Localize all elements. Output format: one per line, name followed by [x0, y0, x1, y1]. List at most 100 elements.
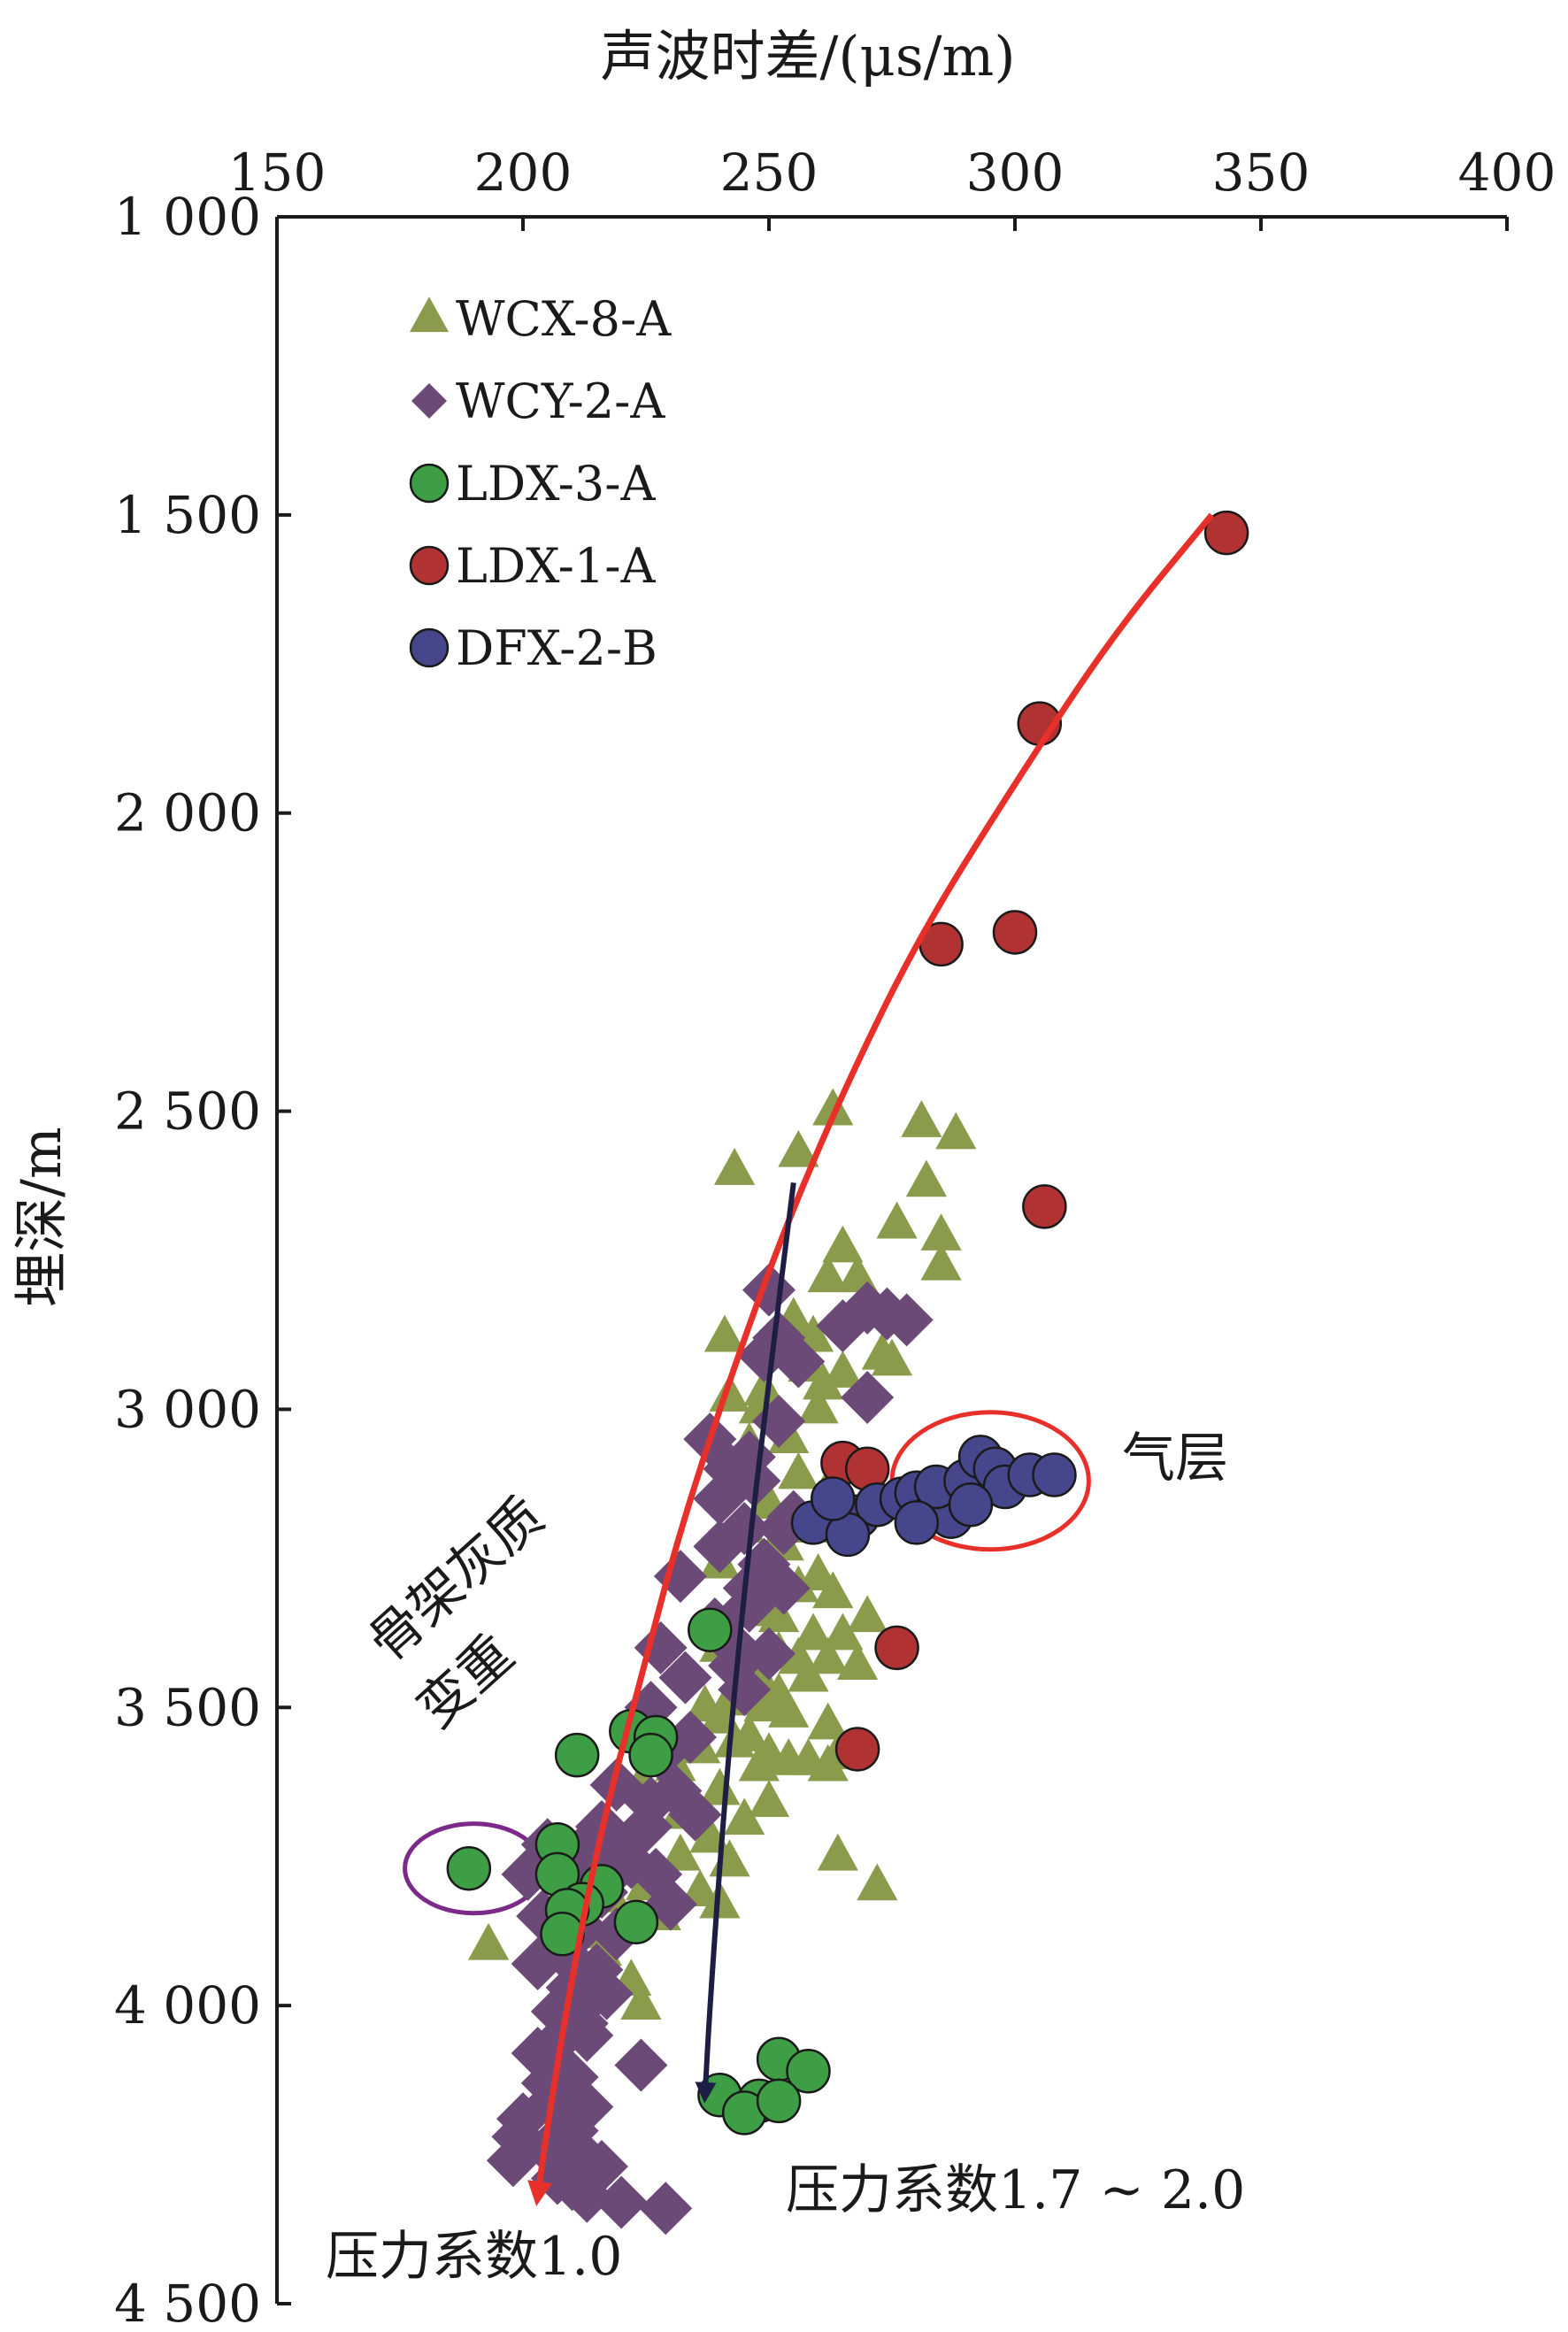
data-point: [920, 1213, 962, 1251]
y-tick-label: 2 000: [114, 783, 261, 843]
data-point: [703, 1314, 746, 1352]
annotation-skeleton-line1: 骨架灰质: [357, 1486, 556, 1674]
data-point: [847, 1595, 888, 1633]
data-point: [876, 1201, 918, 1239]
data-point: [737, 1328, 791, 1382]
data-point: [467, 1922, 510, 1960]
data-point: [639, 2182, 693, 2236]
data-point: [738, 1743, 780, 1782]
series-dfx-2-b: [790, 1435, 1077, 1558]
data-point: [948, 1482, 994, 1528]
data-point: [778, 1451, 819, 1489]
data-point: [841, 1370, 895, 1424]
legend-label: WCY-2-A: [456, 373, 665, 429]
legend-marker: [411, 383, 447, 419]
series-ldx-1-a: [820, 510, 1249, 1772]
data-point: [880, 1293, 934, 1347]
data-point: [778, 1129, 819, 1167]
data-point: [834, 1727, 880, 1772]
y-tick-label: 1 000: [114, 187, 261, 247]
data-point: [668, 1788, 722, 1842]
data-point: [1022, 1184, 1067, 1229]
data-point: [807, 1255, 849, 1293]
x-tick-label: 300: [966, 142, 1065, 203]
data-point: [920, 1243, 962, 1281]
data-point: [624, 1776, 678, 1830]
data-point: [693, 1472, 747, 1526]
data-point: [748, 1780, 790, 1817]
data-point: [871, 1338, 913, 1376]
data-point: [688, 1607, 733, 1652]
data-point: [786, 2049, 831, 2094]
x-tick-label: 350: [1212, 142, 1311, 203]
data-point: [1203, 510, 1249, 556]
data-point: [658, 1651, 712, 1705]
data-point: [758, 1595, 800, 1633]
data-point: [992, 910, 1038, 955]
data-point: [836, 1643, 879, 1681]
data-point: [486, 2134, 540, 2188]
data-point: [699, 1767, 741, 1805]
data-point: [595, 2175, 649, 2229]
data-point: [803, 1362, 844, 1400]
data-point: [768, 1738, 810, 1775]
data-point: [905, 1159, 948, 1197]
data-point: [894, 1500, 940, 1545]
data-point: [713, 1720, 756, 1758]
data-point: [874, 1625, 919, 1671]
y-tick-label: 1 500: [114, 485, 261, 545]
data-point: [812, 1088, 854, 1126]
data-point: [812, 1571, 854, 1609]
data-point: [857, 1863, 898, 1901]
trend-curve: [695, 1182, 796, 2104]
x-tick-label: 250: [720, 142, 819, 203]
data-point: [620, 1982, 662, 2020]
data-point: [817, 1833, 858, 1871]
y-axis-title: 埋深/m: [9, 1127, 73, 1307]
x-tick-label: 400: [1458, 142, 1556, 203]
data-point: [807, 1636, 849, 1674]
data-point: [613, 1899, 659, 1945]
data-point: [792, 1612, 834, 1651]
x-tick-label: 200: [474, 142, 573, 203]
data-point: [772, 1335, 826, 1389]
y-tick-label: 4 500: [114, 2274, 261, 2332]
data-point: [724, 1797, 765, 1836]
data-point: [614, 2038, 668, 2092]
legend-label: LDX-3-A: [456, 456, 657, 512]
legend-marker: [409, 296, 450, 333]
data-point: [446, 1845, 492, 1891]
data-point: [788, 1654, 829, 1692]
data-point: [560, 2169, 614, 2223]
data-point: [693, 1520, 747, 1574]
data-point: [807, 1743, 849, 1782]
x-tick-label: 150: [228, 142, 327, 203]
legend-label: LDX-1-A: [456, 538, 657, 594]
data-point: [743, 1684, 785, 1722]
legend-marker: [409, 627, 450, 668]
data-point: [756, 2078, 802, 2124]
x-axis-title: 声波时差/(μs/m): [600, 24, 1015, 89]
data-point: [554, 1732, 600, 1778]
data-point: [713, 1148, 756, 1185]
legend-marker: [409, 463, 450, 504]
y-tick-label: 2 500: [114, 1081, 261, 1142]
data-point: [659, 1833, 702, 1871]
data-point: [768, 1690, 810, 1728]
data-point: [1032, 1452, 1077, 1497]
data-point: [822, 1612, 864, 1651]
data-point: [822, 1225, 864, 1263]
y-tick-label: 4 000: [114, 1975, 261, 2036]
data-point: [628, 1732, 673, 1778]
annotation-pressure-1-7: 压力系数1.7 ~ 2.0: [786, 2159, 1245, 2221]
y-tick-label: 3 000: [114, 1379, 261, 1439]
trend-curve: [527, 512, 1215, 2206]
trend-curves: [527, 512, 1215, 2206]
data-point: [935, 1112, 977, 1150]
y-tick-label: 3 500: [114, 1677, 261, 1737]
data-point: [816, 1299, 870, 1353]
axes: 150 200 250 300 350 400 1 000 1 500 2 000 2 500 3 …: [114, 142, 1556, 2332]
legend: WCX-8-A WCY-2-A LDX-3-A LDX-1-A DFX-2-B: [409, 291, 672, 676]
data-point: [901, 1100, 942, 1137]
data-marks: [446, 510, 1249, 2236]
